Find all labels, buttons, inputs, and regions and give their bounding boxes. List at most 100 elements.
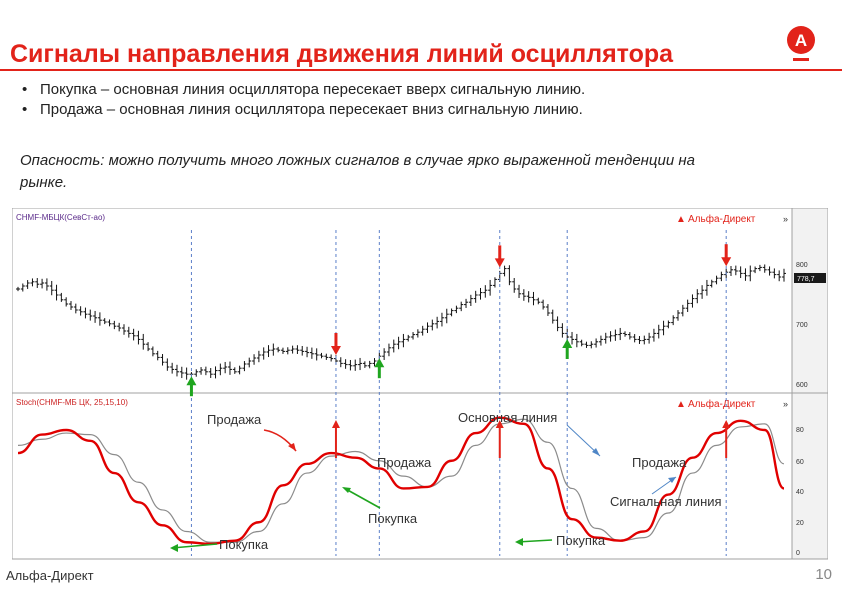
callout-signal-line-arrowhead-icon [668,477,676,483]
price-bar [358,357,363,371]
price-bar [126,326,131,338]
price-bar [290,345,295,354]
stoch-panel-label: Stoch(CHMF-МБ ЦК, 25,15,10) [16,398,128,407]
stoch-sell-marker-up-icon [722,420,731,428]
price-tick-800: 800 [796,262,808,269]
price-bar [382,348,387,360]
price-bar [449,308,454,317]
price-bar [517,284,522,298]
price-bar [676,310,681,321]
price-bar [777,270,782,282]
price-bar [121,324,126,335]
price-bar [714,275,719,285]
price-bar [521,289,526,301]
chart-area: CHMF-МБЦК(СевСт-ао) Stoch(CHMF-МБ ЦК, 25… [11,207,829,560]
price-bar [35,278,40,288]
price-bar [223,361,228,374]
alfa-logo-icon: А [787,26,815,61]
stoch-main-line [17,416,785,545]
price-bar [526,291,531,303]
price-bar [541,299,546,310]
footer-brand: Альфа-Директ [6,568,94,583]
price-bar [430,319,435,331]
price-bar [406,334,411,342]
price-bar [20,283,25,292]
price-bar [627,332,632,340]
stoch-tick-80: 80 [796,427,804,434]
callout-sell-2: Продажа [377,455,432,470]
price-bar [170,362,175,374]
callout-signal-line: Сигнальная линия [610,494,722,509]
stoch-collapse-icon[interactable]: » [783,399,788,409]
buy-arrow-up-icon [562,339,573,348]
price-bar [131,328,136,341]
price-bar [762,264,767,273]
price-collapse-icon[interactable]: » [783,214,788,224]
price-bar [574,333,579,348]
price-bar [107,319,112,327]
price-bar [560,323,565,338]
price-bar [54,284,59,301]
price-bar [247,357,252,368]
signal-arrows [186,244,732,397]
price-bar [545,304,550,316]
sell-arrow-down-icon [330,346,341,355]
price-bar [473,290,478,303]
callout-sell-1-arrowhead-icon [288,443,296,451]
stoch-watermark-logo-icon: ▲ [676,399,686,410]
price-bar [729,266,734,276]
chart-svg: CHMF-МБЦК(СевСт-ао) Stoch(CHMF-МБ ЦК, 25… [11,207,829,560]
price-bar [782,268,786,282]
price-bar [512,278,517,293]
price-bar [213,366,218,379]
price-bar [280,347,285,354]
price-bar [550,309,555,324]
price-bar [203,366,208,376]
price-bar [179,366,184,379]
stoch-tick-40: 40 [796,489,804,496]
price-bar [242,361,247,372]
price-bar [733,265,738,276]
price-bar [136,330,141,345]
price-bar [767,266,772,276]
price-bar [227,361,232,375]
callout-buy-3-arrowhead-icon [515,538,523,546]
stoch-callouts: Продажа Основная линия Продажа Продажа П… [170,410,722,552]
price-bar [454,305,459,314]
price-bar [237,365,242,375]
price-bar [93,310,98,323]
callout-main-line-arrowhead-icon [592,448,600,456]
price-bar [594,338,599,348]
price-bar [396,336,401,350]
price-bar [305,346,310,358]
price-bar [160,354,165,366]
price-bar [266,345,271,358]
price-bar [478,287,483,300]
price-bar [184,367,189,380]
price-bar [671,315,676,326]
price-bar [64,297,69,307]
price-bar [295,345,300,354]
callout-sell-1: Продажа [207,412,262,427]
price-bar [309,347,314,359]
price-bar [386,343,391,357]
stoch-axis-panel [791,392,829,560]
price-bar [435,316,440,329]
price-bar [391,339,396,353]
price-bar [570,331,575,345]
price-bar [49,280,54,296]
price-bar [165,358,170,371]
stoch-sell-marker-up-icon [495,420,504,428]
price-bar [589,341,594,349]
price-bar [199,367,204,375]
price-bar [348,359,353,371]
price-bar [488,279,493,296]
buy-arrow-up-icon [186,376,197,386]
callout-buy-2: Покупка [219,537,269,552]
callout-buy-1-arrow [343,487,381,509]
price-axis-panel [791,207,829,394]
callout-sell-3: Продажа [632,455,687,470]
stoch-signal-line [17,418,785,543]
price-bar [603,332,608,344]
price-bar [420,325,425,336]
